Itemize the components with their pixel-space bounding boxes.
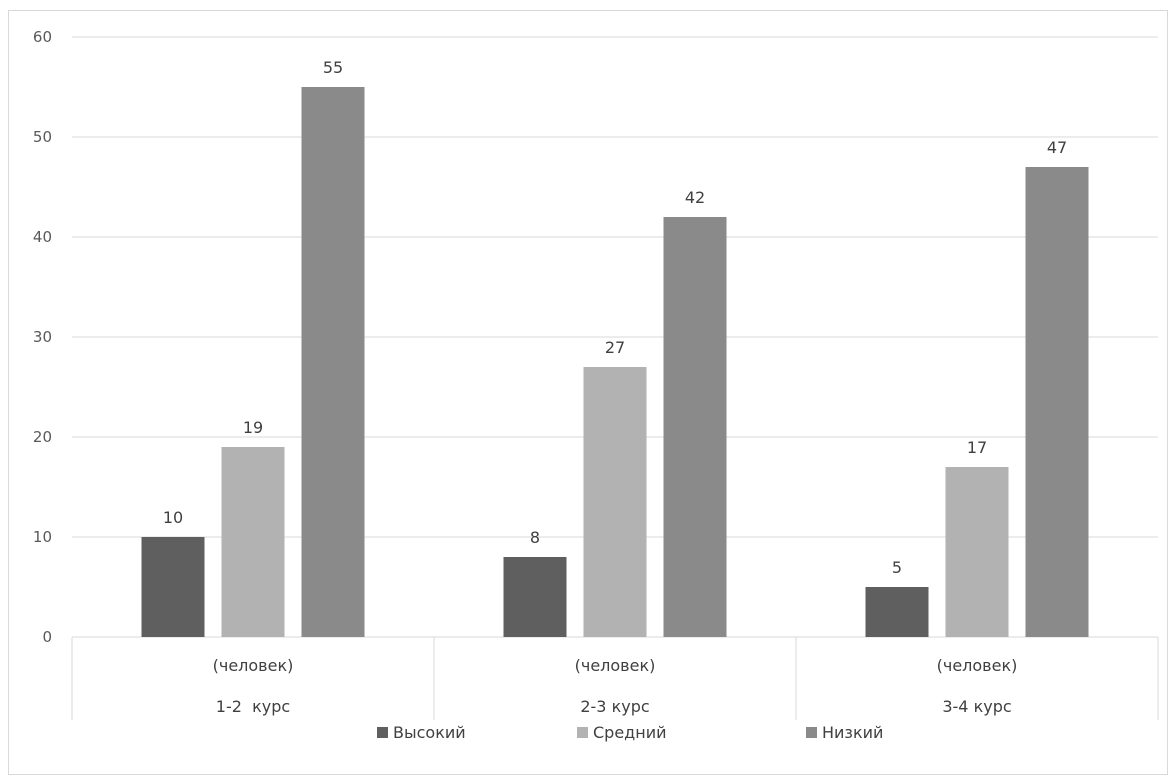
legend-label: Средний [593, 723, 667, 742]
data-label: 47 [1047, 138, 1067, 157]
bar-1-1 [141, 537, 205, 637]
bar-3-1 [865, 587, 929, 637]
y-tick-label: 50 [33, 128, 52, 146]
bar-1-3 [301, 87, 365, 637]
bar-3-2 [945, 467, 1009, 637]
category-unit-label: (человек) [213, 656, 294, 675]
data-label: 27 [605, 338, 625, 357]
bar-2-1 [503, 557, 567, 637]
data-label: 55 [323, 58, 343, 77]
y-tick-label: 60 [33, 28, 52, 46]
category-unit-label: (человек) [937, 656, 1018, 675]
y-tick-label: 30 [33, 328, 52, 346]
data-label: 8 [530, 528, 540, 547]
bar-1-2 [221, 447, 285, 637]
y-tick-label: 0 [42, 628, 52, 646]
bar-2-2 [583, 367, 647, 637]
labels: 0 10 20 30 40 50 60 10 19 55 (человек) 1-2 курс 8 27 4… [33, 28, 1067, 716]
data-label: 17 [967, 438, 987, 457]
legend-label: Низкий [822, 723, 883, 742]
bar-2-3 [663, 217, 727, 637]
data-label: 5 [892, 558, 902, 577]
data-label: 19 [243, 418, 263, 437]
category-label: 1-2 курс [216, 697, 290, 716]
category-unit-label: (человек) [575, 656, 656, 675]
y-tick-label: 10 [33, 528, 52, 546]
legend-swatch [577, 727, 588, 738]
bar-3-3 [1025, 167, 1089, 637]
y-tick-label: 40 [33, 228, 52, 246]
bars [141, 87, 1089, 637]
legend-label: Высокий [393, 723, 466, 742]
data-label: 10 [163, 508, 183, 527]
y-tick-label: 20 [33, 428, 52, 446]
category-label: 2-3 курс [580, 697, 649, 716]
category-label: 3-4 курс [942, 697, 1011, 716]
data-label: 42 [685, 188, 705, 207]
legend: Высокий Средний Низкий [377, 723, 883, 742]
legend-swatch [377, 727, 388, 738]
legend-swatch [806, 727, 817, 738]
